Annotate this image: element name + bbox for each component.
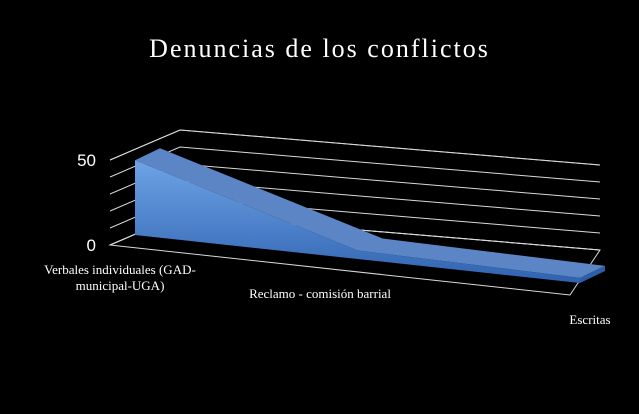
grid-line — [109, 146, 601, 183]
y-tick-label: 0 — [87, 236, 96, 255]
area — [135, 160, 580, 283]
x-tick-label: Reclamo - comisión barrial — [249, 286, 391, 301]
area-side — [580, 265, 605, 283]
chart-title: Denuncias de los conflictos — [149, 34, 490, 63]
x-tick-label: Escritas — [569, 312, 611, 327]
tick-mark — [109, 129, 601, 166]
area-top — [135, 148, 605, 278]
x-tick-label: Verbales individuales (GAD-municipal-UGA… — [44, 262, 196, 293]
y-tick-label: 50 — [77, 151, 96, 170]
